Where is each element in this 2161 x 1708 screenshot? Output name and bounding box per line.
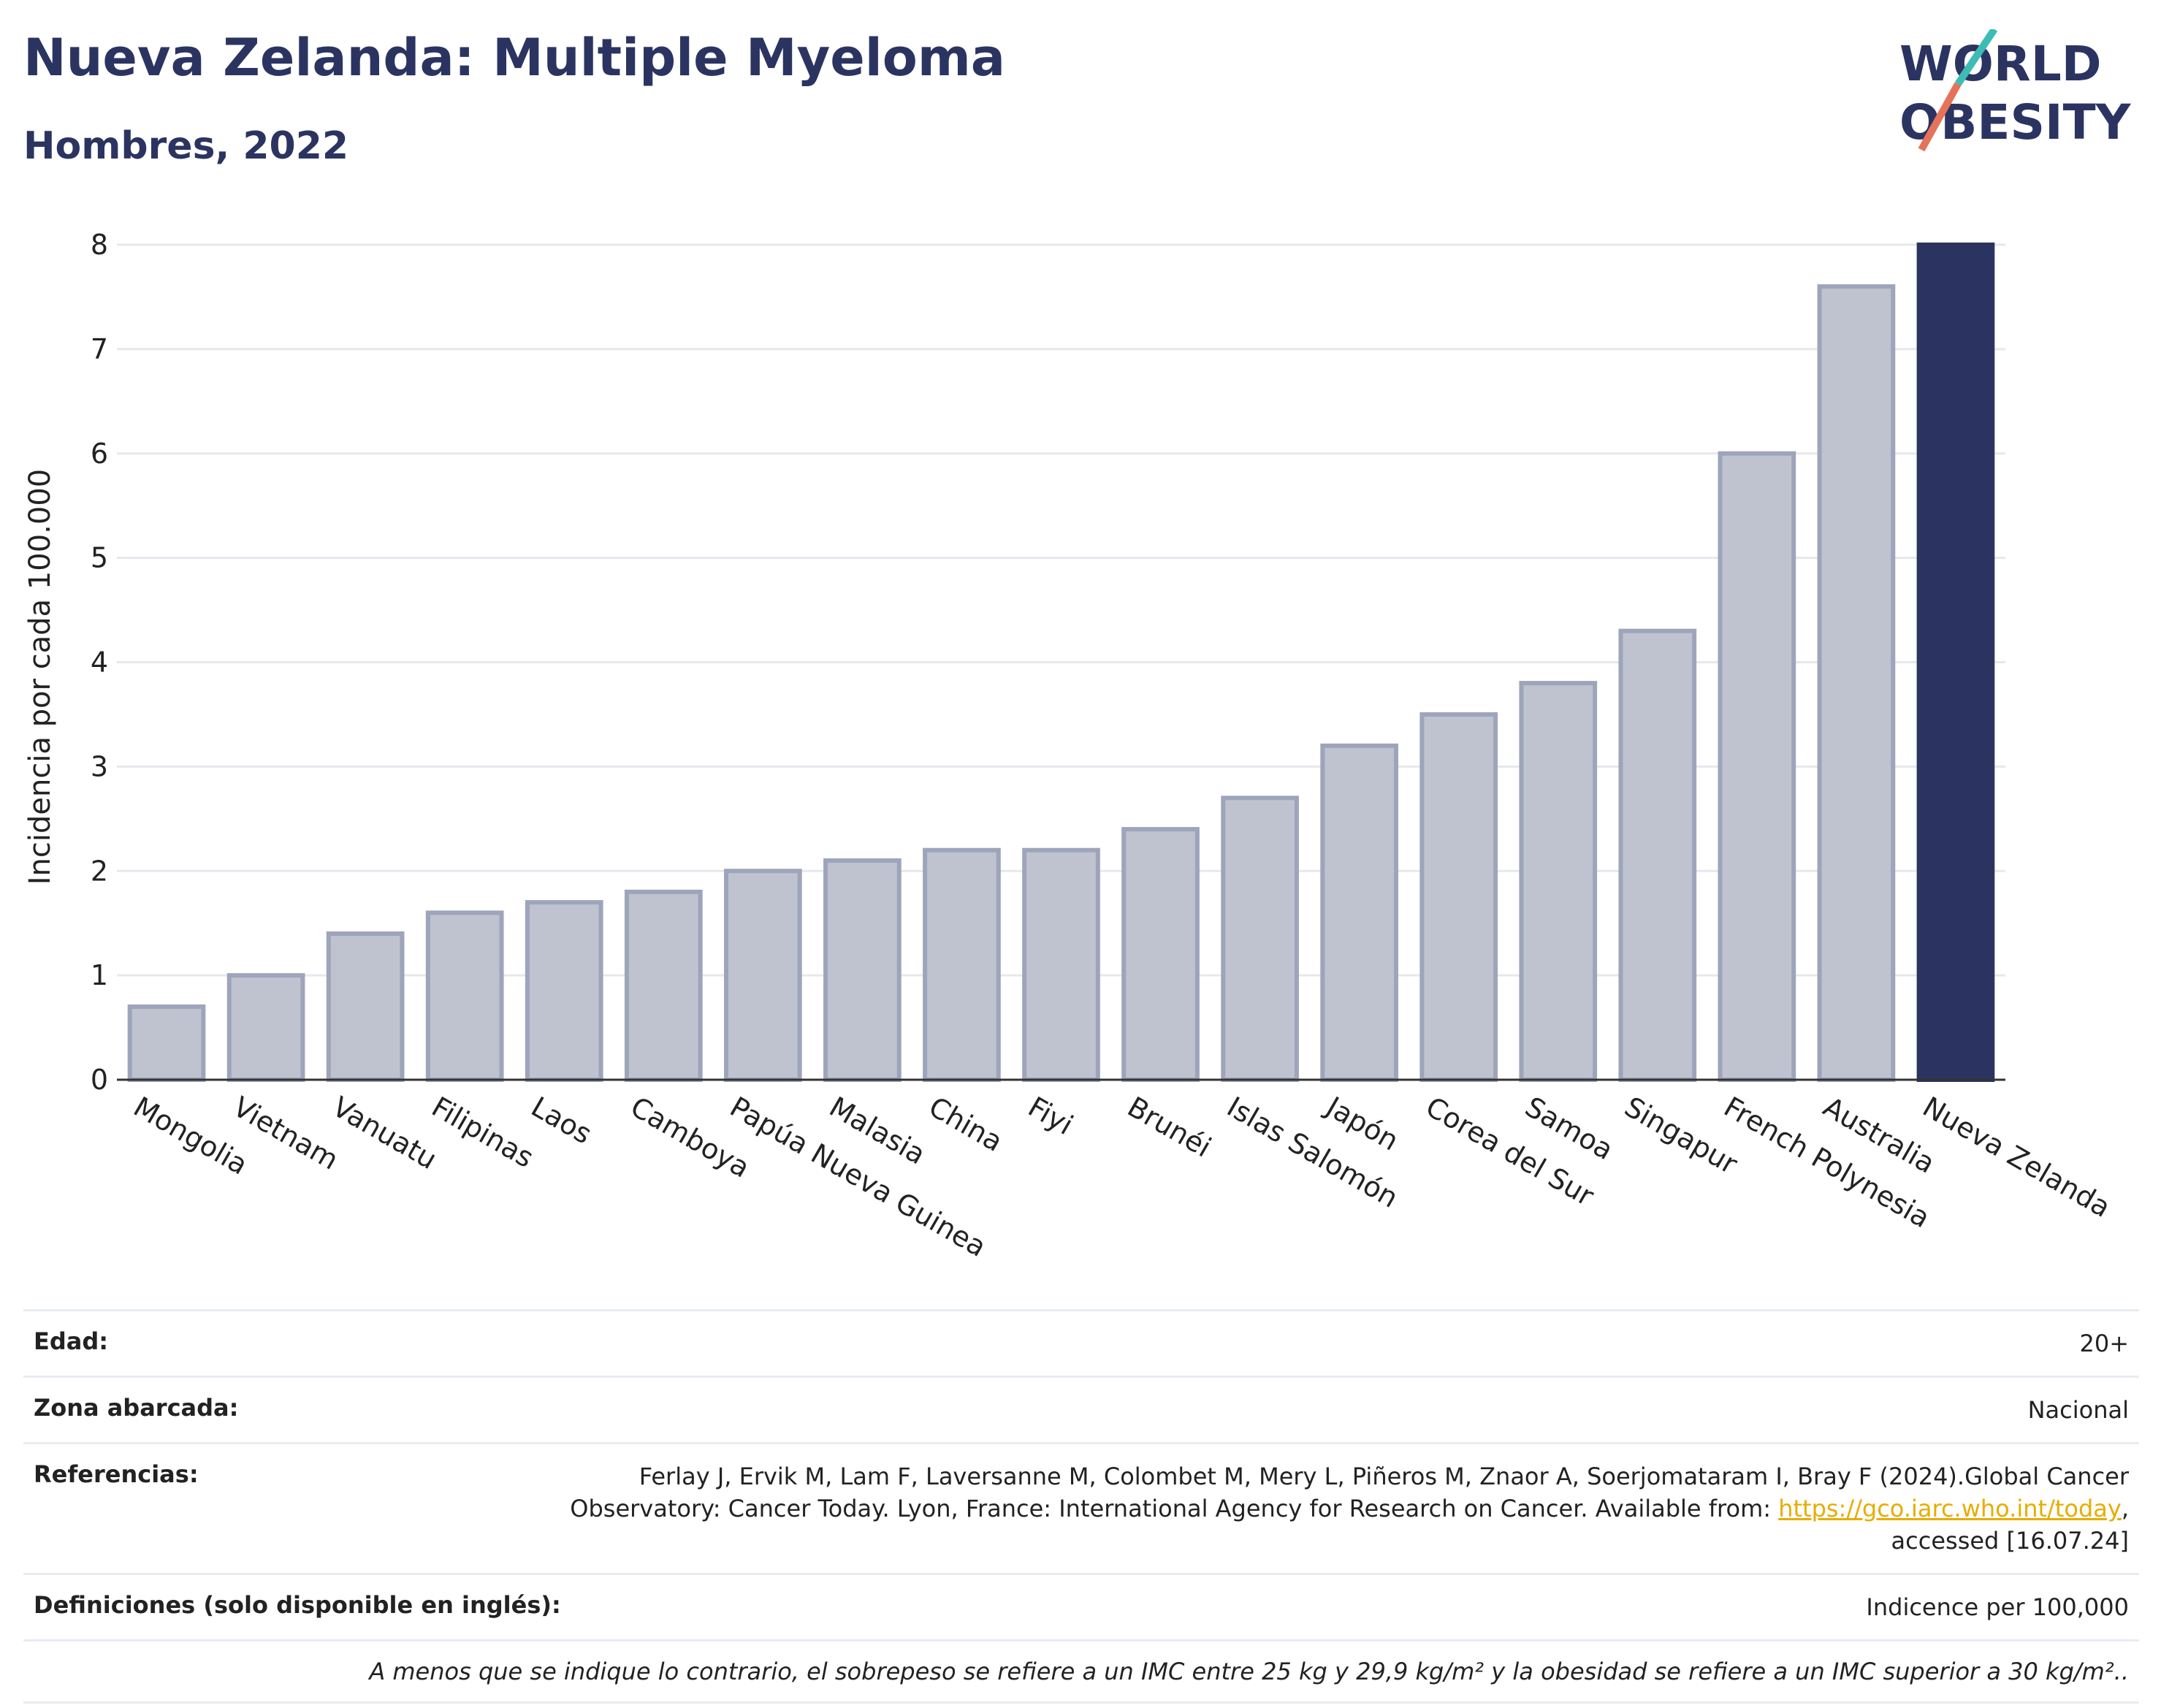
x-tick-label: Laos bbox=[526, 1091, 598, 1151]
bar-filipinas bbox=[425, 910, 504, 1083]
y-tick-label: 4 bbox=[91, 647, 108, 679]
definitions-value: Indicence per 100,000 bbox=[1866, 1593, 2129, 1621]
x-tick-label: Corea del Sur bbox=[1420, 1091, 1599, 1213]
logo-slash-coral bbox=[1918, 82, 1962, 152]
references-line-2: Observatory: Cancer Today. Lyon, France:… bbox=[570, 1495, 1779, 1522]
references-label: Referencias: bbox=[34, 1460, 199, 1488]
footnote: A menos que se indique lo contrario, el … bbox=[369, 1658, 2129, 1685]
zone-label: Zona abarcada: bbox=[34, 1394, 239, 1422]
y-tick-label: 5 bbox=[91, 542, 108, 574]
y-tick-label: 2 bbox=[91, 855, 108, 887]
bar-chart: 0 1 2 3 4 5 6 7 8 MongoliaVietnamVanuatuFilipina… bbox=[23, 229, 2116, 1263]
y-tick-label: 3 bbox=[91, 750, 108, 782]
y-axis-label: Incidencia por cada 100.000 bbox=[23, 469, 57, 885]
references-line-3: accessed [16.07.24] bbox=[1891, 1527, 2129, 1555]
x-tick-label: Brunéi bbox=[1122, 1091, 1216, 1164]
y-tick-label: 8 bbox=[91, 229, 108, 261]
bar-corea-del-sur bbox=[1419, 712, 1498, 1082]
x-tick-label: Fiyi bbox=[1023, 1091, 1078, 1141]
bar-japón bbox=[1320, 743, 1398, 1082]
page-title: Nueva Zelanda: Multiple Myeloma bbox=[23, 28, 1006, 88]
x-tick-label: Vanuatu bbox=[327, 1091, 443, 1175]
references-line-1: Ferlay J, Ervik M, Lam F, Laversanne M, … bbox=[639, 1463, 2129, 1490]
page-subtitle: Hombres, 2022 bbox=[23, 124, 349, 168]
info-row-references: Referencias: Ferlay J, Ervik M, Lam F, L… bbox=[23, 1442, 2139, 1573]
bar-vietnam bbox=[226, 973, 305, 1082]
bar-nueva-zelanda bbox=[1916, 243, 1995, 1082]
bar-laos bbox=[525, 900, 603, 1083]
bar-brunéi bbox=[1121, 827, 1200, 1082]
x-tick-label: Mongolia bbox=[129, 1091, 254, 1181]
bar-vanuatu bbox=[326, 931, 405, 1082]
bar-mongolia bbox=[127, 1004, 206, 1083]
bar-australia bbox=[1817, 284, 1896, 1082]
bar-china bbox=[923, 847, 1001, 1083]
info-row-zone: Zona abarcada: Nacional bbox=[23, 1376, 2139, 1442]
bar-samoa bbox=[1519, 681, 1598, 1082]
age-label: Edad: bbox=[34, 1327, 109, 1355]
bar-singapur bbox=[1618, 628, 1697, 1082]
y-tick-label: 0 bbox=[91, 1064, 108, 1096]
x-tick-label: Islas Salomón bbox=[1221, 1091, 1403, 1214]
logo-slash-teal bbox=[1954, 29, 1998, 86]
age-value: 20+ bbox=[2079, 1330, 2129, 1357]
references-value: Ferlay J, Ervik M, Lam F, Laversanne M, … bbox=[570, 1460, 2129, 1557]
bars bbox=[127, 243, 1995, 1083]
world-obesity-logo: WORLD OBESITY bbox=[1899, 29, 2132, 152]
bar-papúa-nueva-guinea bbox=[724, 869, 802, 1082]
y-tick-label: 7 bbox=[91, 333, 108, 365]
y-axis-ticks: 0 1 2 3 4 5 6 7 8 bbox=[91, 229, 108, 1096]
bar-malasia bbox=[823, 858, 902, 1083]
info-row-age: Edad: 20+ bbox=[23, 1309, 2139, 1376]
info-row-definitions: Definiciones (solo disponible en inglés)… bbox=[23, 1573, 2139, 1639]
bar-islas-salomón bbox=[1221, 796, 1299, 1083]
references-link[interactable]: https://gco.iarc.who.int/today bbox=[1778, 1495, 2122, 1522]
x-tick-label: Filipinas bbox=[427, 1091, 539, 1174]
logo-line-world: WORLD bbox=[1899, 36, 2102, 92]
bar-camboya bbox=[624, 889, 703, 1082]
definitions-label: Definiciones (solo disponible en inglés)… bbox=[34, 1591, 561, 1619]
x-tick-label: China bbox=[923, 1091, 1008, 1158]
zone-value: Nacional bbox=[2027, 1396, 2129, 1424]
info-row-note: A menos que se indique lo contrario, el … bbox=[23, 1639, 2139, 1704]
bar-french-polynesia bbox=[1718, 451, 1796, 1082]
info-table: Edad: 20+ Zona abarcada: Nacional Refere… bbox=[23, 1309, 2139, 1704]
y-tick-label: 1 bbox=[91, 959, 108, 991]
x-tick-label: Nueva Zelanda bbox=[1917, 1091, 2116, 1224]
y-tick-label: 6 bbox=[91, 438, 108, 470]
references-line-2-end: , bbox=[2121, 1495, 2129, 1522]
bar-fiyi bbox=[1022, 847, 1100, 1083]
x-tick-label: Singapur bbox=[1619, 1091, 1743, 1181]
